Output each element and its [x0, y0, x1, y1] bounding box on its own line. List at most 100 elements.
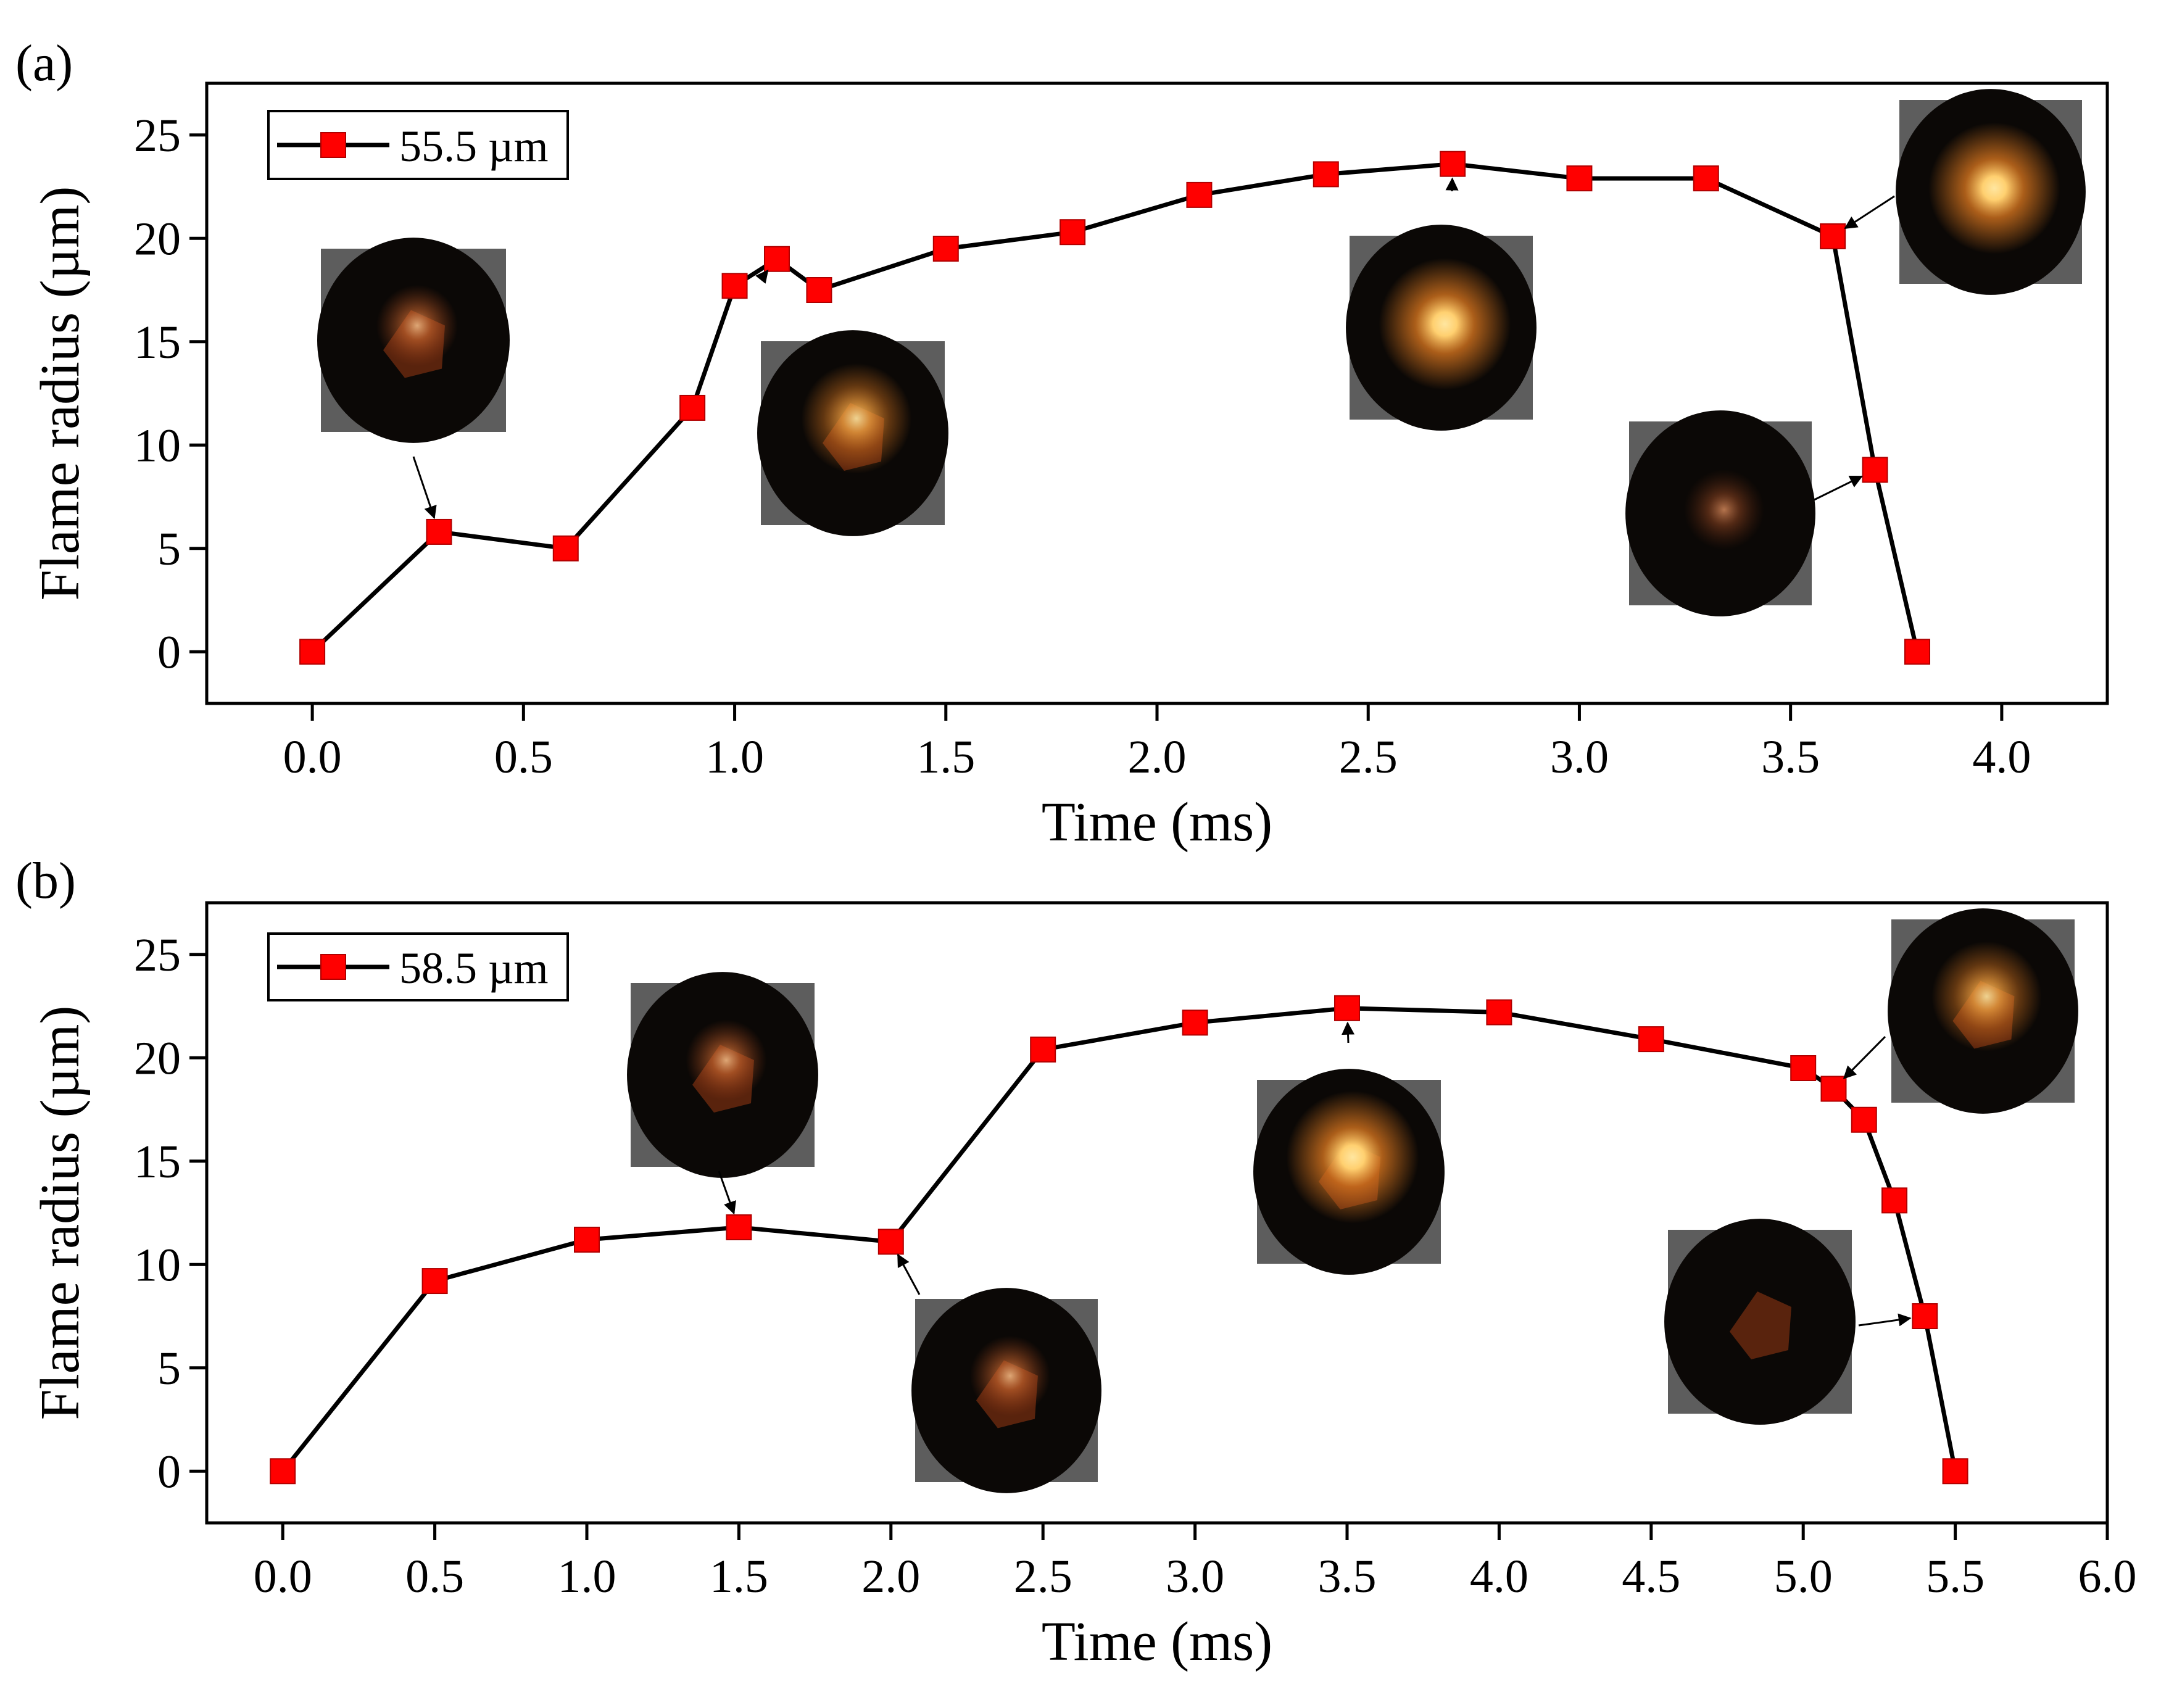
inset-flame-glow [1379, 258, 1511, 390]
data-point [1182, 1009, 1208, 1036]
x-tick-label: 3.0 [1166, 1551, 1224, 1602]
panel-a: (a) 0.0 0.5 1.0 1.5 2.0 2.5 3.0 3.5 4.0 Time (ms) 0… [15, 35, 2109, 853]
inset-pointer-arrow [755, 269, 769, 284]
inset-pointer-arrow [412, 456, 437, 520]
data-point [1881, 1187, 1908, 1214]
x-axis-label: Time (ms) [1042, 1611, 1272, 1672]
inset-pointer-arrow [1844, 195, 1895, 230]
data-point [299, 639, 326, 665]
inset-pointer-arrow [1814, 475, 1863, 501]
panel-label: (b) [15, 852, 76, 910]
x-tick-label: 0.5 [405, 1551, 464, 1602]
x-axis-label: Time (ms) [1042, 792, 1272, 853]
data-point [270, 1458, 296, 1485]
flame-image-inset-5.1ms [1843, 908, 2078, 1114]
data-point [764, 246, 790, 272]
y-tick-label: 0 [157, 626, 181, 678]
data-point [421, 1268, 448, 1295]
x-tick-label: 4.0 [1470, 1551, 1528, 1602]
flame-image-inset-2.0ms [897, 1253, 1101, 1493]
flame-image-inset-3.7ms [1625, 410, 1863, 616]
data-point [1566, 165, 1593, 192]
inset-flame-glow [1931, 941, 2042, 1051]
data-point [1820, 223, 1846, 249]
x-tick-label: 4.0 [1972, 731, 2031, 783]
flame-image-inset-1.5ms [627, 972, 818, 1215]
x-tick-label: 3.5 [1318, 1551, 1377, 1602]
flame-image-inset-0.3ms [317, 238, 510, 520]
inset-flame-glow [969, 1335, 1051, 1416]
x-tick-label: 3.5 [1761, 731, 1820, 783]
data-point [1912, 1303, 1938, 1329]
x-tick-label: 2.5 [1014, 1551, 1072, 1602]
inset-pointer-arrow [718, 1171, 736, 1215]
legend-marker [320, 132, 346, 158]
flame-image-inset-3.5ms [1253, 1021, 1445, 1275]
data-point [726, 1214, 752, 1240]
y-tick-label: 10 [134, 420, 181, 471]
y-tick-label: 0 [157, 1446, 181, 1498]
data-point [1693, 165, 1719, 192]
data-point [1820, 1076, 1847, 1102]
data-point [1904, 639, 1930, 665]
inset-flame-glow [1928, 122, 2060, 254]
x-tick-label: 3.0 [1550, 731, 1609, 783]
y-axis-label: Flame radius (µm) [30, 186, 91, 601]
inset-flame-glow [1683, 469, 1765, 550]
data-point [1862, 457, 1888, 483]
panel-b: (b) 0.0 0.5 1.0 1.5 2.0 2.5 3.0 3.5 4.0 4.5 5.0 5.5 6… [15, 852, 2137, 1672]
legend-label: 58.5 µm [399, 943, 549, 993]
series-line [281, 1006, 1958, 1473]
data-point [1313, 161, 1339, 188]
y-tick-label: 20 [134, 213, 181, 265]
x-tick-label: 4.5 [1622, 1551, 1680, 1602]
data-point [806, 277, 832, 303]
y-tick-label: 15 [134, 317, 181, 368]
inset-flame-glow [376, 284, 458, 367]
y-tick-label: 25 [134, 110, 181, 162]
x-tick-label: 5.5 [1926, 1551, 1985, 1602]
inset-pointer-arrow [1843, 1035, 1886, 1079]
x-tick-label: 0.5 [494, 731, 553, 783]
y-tick-label: 20 [134, 1032, 181, 1084]
data-point [932, 236, 959, 262]
legend-marker [320, 954, 346, 980]
x-tick-label: 1.0 [558, 1551, 616, 1602]
data-point [1638, 1026, 1664, 1053]
y-tick-label: 25 [134, 929, 181, 981]
y-axis-label: Flame radius (µm) [30, 1006, 91, 1420]
flame-image-inset-5.4ms [1664, 1219, 1912, 1425]
data-point [552, 535, 579, 562]
x-tick-label: 1.5 [710, 1551, 768, 1602]
x-tick-label: 6.0 [2078, 1551, 2137, 1602]
y-tick-label: 5 [157, 1343, 181, 1395]
inset-fragment [1729, 1291, 1791, 1359]
inset-pointer-arrow [1445, 177, 1459, 192]
data-point [1060, 219, 1086, 246]
data-point [721, 273, 748, 299]
data-point [426, 518, 452, 545]
data-point [679, 394, 706, 421]
flame-image-inset-2.7ms [1346, 177, 1537, 431]
data-point [1851, 1106, 1877, 1133]
inset-flame-glow [801, 363, 912, 474]
inset-flame-glow [1286, 1090, 1419, 1224]
data-point [1186, 181, 1213, 208]
y-tick-label: 15 [134, 1136, 181, 1188]
inset-pointer-arrow [1858, 1313, 1912, 1327]
data-point [1790, 1055, 1817, 1081]
flame-image-inset-1.1ms [755, 269, 948, 536]
data-point [877, 1229, 904, 1255]
inset-flame-glow [686, 1019, 767, 1101]
data-point [1486, 999, 1512, 1026]
x-tick-label: 2.0 [1128, 731, 1187, 783]
data-point [1440, 151, 1466, 177]
legend-label: 55.5 µm [399, 122, 549, 171]
y-tick-label: 10 [134, 1239, 181, 1291]
x-tick-label: 0.0 [254, 1551, 312, 1602]
x-tick-label: 2.0 [861, 1551, 920, 1602]
data-point [1942, 1458, 1968, 1485]
x-tick-label: 0.0 [283, 731, 342, 783]
plot-frame [205, 901, 2109, 1525]
